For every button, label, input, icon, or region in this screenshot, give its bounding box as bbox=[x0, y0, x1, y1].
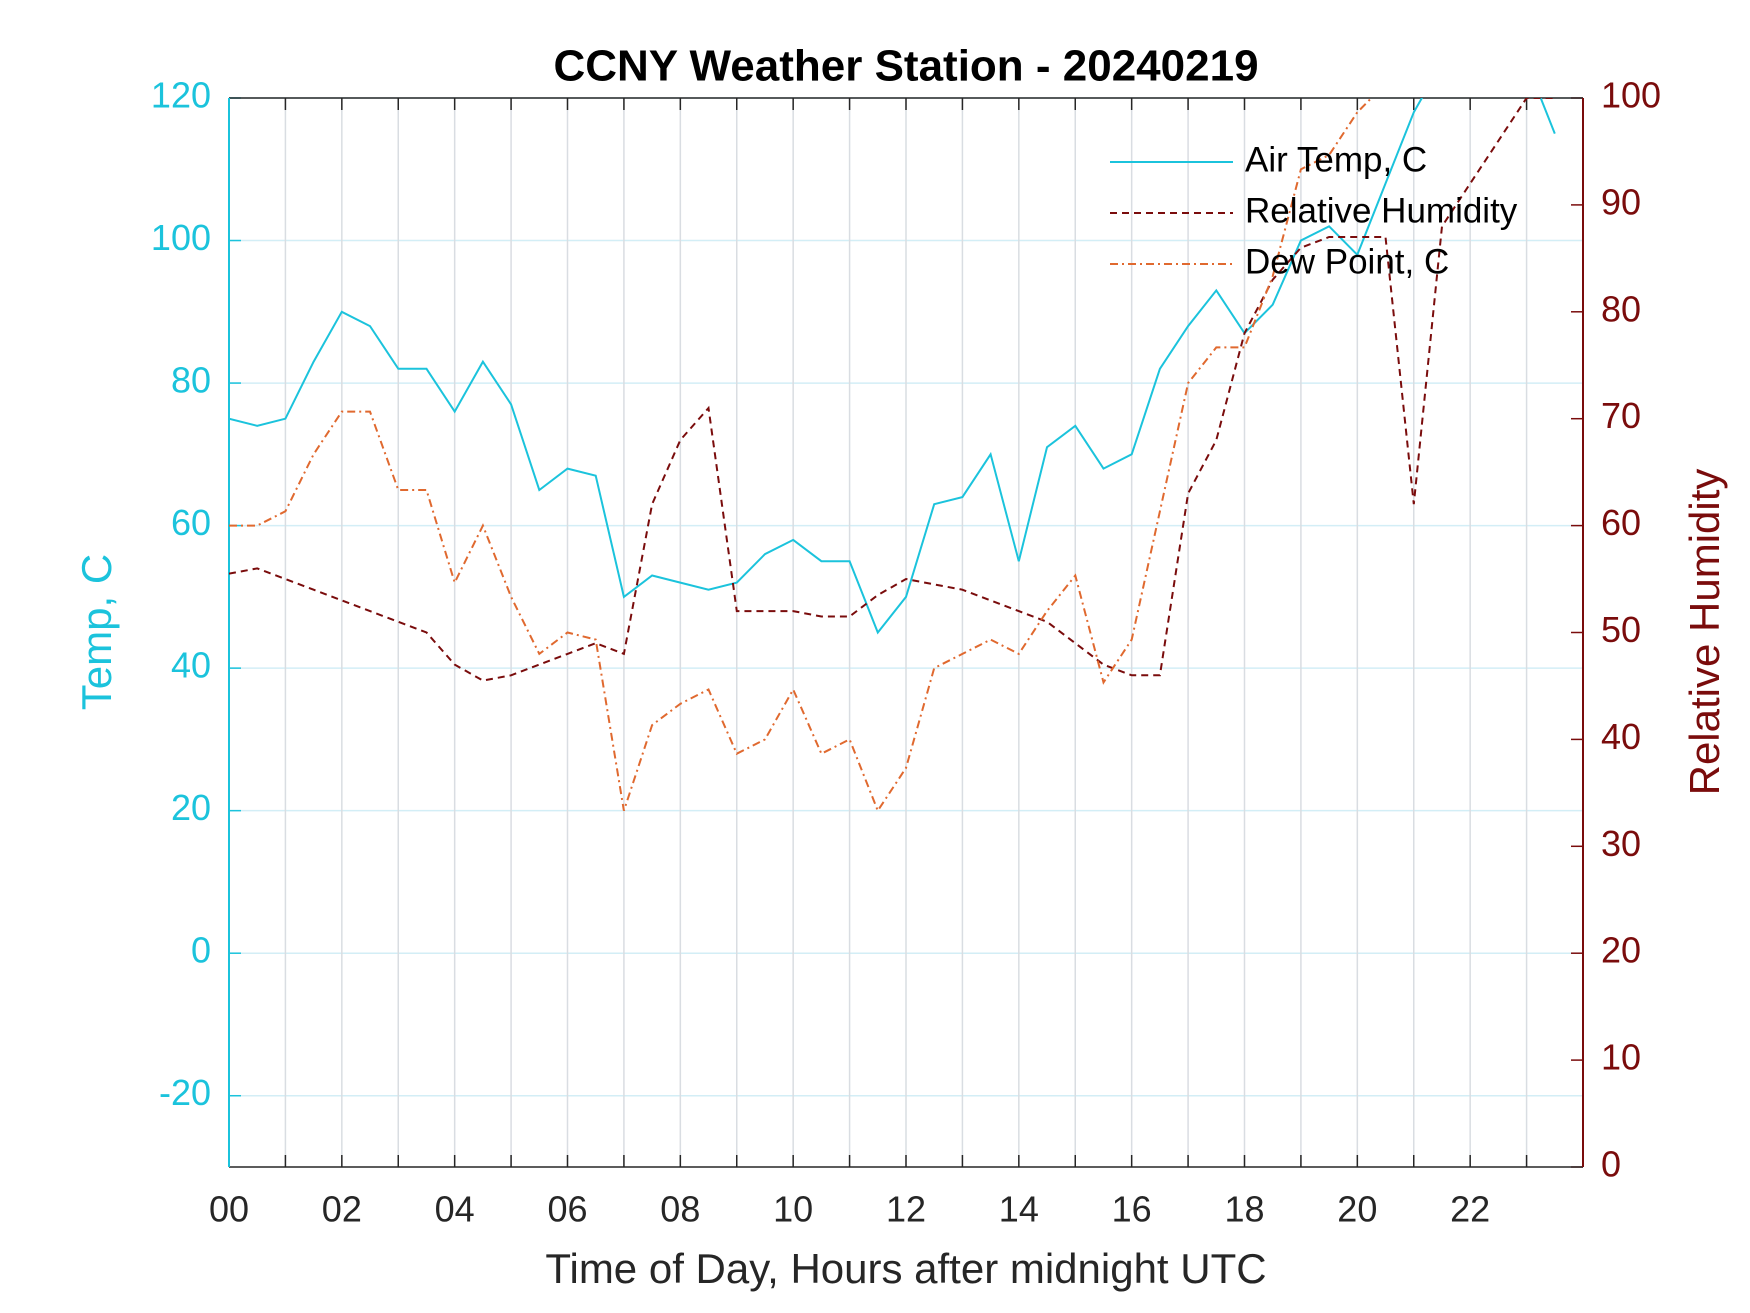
y-axis-label: Temp, C bbox=[73, 554, 120, 710]
y2-tick-label: 40 bbox=[1601, 716, 1641, 757]
legend-label: Dew Point, C bbox=[1245, 242, 1449, 281]
data-line bbox=[229, 98, 1556, 635]
x-tick-label: 20 bbox=[1337, 1189, 1377, 1230]
y-tick-label: 60 bbox=[171, 502, 211, 543]
x-tick-label: 10 bbox=[773, 1189, 813, 1230]
y-tick-label: 120 bbox=[151, 75, 211, 116]
x-tick-label: 06 bbox=[547, 1189, 587, 1230]
y-tick-label: 100 bbox=[151, 217, 211, 258]
x-tick-label: 22 bbox=[1450, 1189, 1490, 1230]
plot-lines bbox=[229, 98, 1556, 813]
data-line bbox=[229, 98, 1373, 813]
y-tick-label: -20 bbox=[159, 1072, 211, 1113]
x-tick-label: 16 bbox=[1112, 1189, 1152, 1230]
x-tick-label: 14 bbox=[999, 1189, 1039, 1230]
x-tick-label: 02 bbox=[322, 1189, 362, 1230]
x-tick-label: 04 bbox=[435, 1189, 475, 1230]
y-tick-label: 20 bbox=[171, 787, 211, 828]
y2-tick-label: 80 bbox=[1601, 288, 1641, 329]
y-tick-label: 40 bbox=[171, 645, 211, 686]
y2-axis-label: Relative Humidity bbox=[1681, 469, 1728, 796]
y2-tick-label: 50 bbox=[1601, 609, 1641, 650]
y-tick-label: 0 bbox=[191, 930, 211, 971]
data-line bbox=[229, 98, 1555, 682]
x-tick-label: 12 bbox=[886, 1189, 926, 1230]
legend-label: Relative Humidity bbox=[1245, 191, 1518, 230]
y2-tick-label: 30 bbox=[1601, 823, 1641, 864]
x-tick-label: 08 bbox=[660, 1189, 700, 1230]
y2-tick-label: 100 bbox=[1601, 75, 1661, 116]
legend-label: Air Temp, C bbox=[1245, 140, 1427, 179]
y-tick-label: 80 bbox=[171, 360, 211, 401]
y2-tick-label: 20 bbox=[1601, 930, 1641, 971]
y2-tick-label: 90 bbox=[1601, 181, 1641, 222]
y2-tick-label: 10 bbox=[1601, 1037, 1641, 1078]
x-tick-label: 18 bbox=[1224, 1189, 1264, 1230]
y2-tick-label: 60 bbox=[1601, 502, 1641, 543]
x-axis-label: Time of Day, Hours after midnight UTC bbox=[545, 1245, 1266, 1292]
y2-tick-label: 0 bbox=[1601, 1144, 1621, 1185]
chart-title: CCNY Weather Station - 20240219 bbox=[553, 42, 1258, 91]
x-tick-label: 00 bbox=[209, 1189, 249, 1230]
y2-tick-label: 70 bbox=[1601, 395, 1641, 436]
